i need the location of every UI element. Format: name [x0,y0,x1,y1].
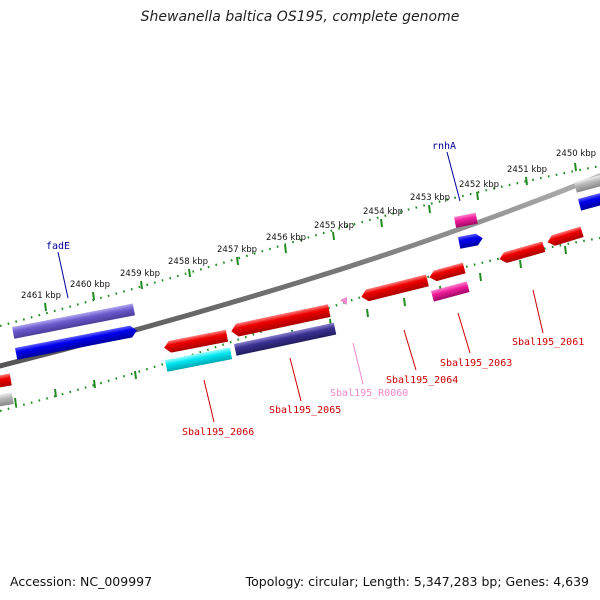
cds-left-edge-red[interactable] [0,373,12,389]
scale-label: 2451 kbp [507,165,547,175]
scale-label: 2461 kbp [21,291,61,301]
major-tick [479,272,482,282]
accession-text: Accession: NC_009997 [10,574,153,589]
major-tick [134,370,137,380]
major-tick [428,204,431,214]
major-tick [188,268,191,278]
scale-label: 2453 kbp [410,193,450,203]
scale-label: 2457 kbp [217,245,257,255]
label-sbal2061[interactable]: Sbal195_2061 [512,337,584,348]
cds-sbal2063-magenta[interactable] [431,281,470,302]
label-sbalR0060[interactable]: Sbal195_R0060 [330,388,408,399]
label-sbal2064[interactable]: Sbal195_2064 [386,375,458,386]
major-tick [476,191,479,201]
major-tick [525,176,528,186]
cds-blue-right[interactable] [578,188,600,211]
major-tick [284,244,287,254]
cds-sbal2061[interactable] [498,241,546,264]
leader-lines [57,151,544,423]
major-tick [93,379,96,389]
label-rnhA[interactable]: rnhA [432,141,456,152]
cds-fadE-violet[interactable] [12,303,136,339]
cds-left-edge-gray[interactable] [0,392,14,408]
scale-label: 2450 kbp [556,149,596,159]
inner-major-ticks [14,245,567,407]
major-tick [14,397,17,407]
cds-rnhA[interactable] [458,232,484,249]
major-tick [332,231,335,241]
label-fadE[interactable]: fadE [46,241,70,252]
map-title: Shewanella baltica OS195, complete genom… [140,9,460,25]
scale-label: 2459 kbp [120,269,160,279]
scale-label: 2452 kbp [459,180,499,190]
major-tick [236,256,239,266]
cds-rnhA-magenta[interactable] [454,212,478,228]
major-tick [403,297,406,307]
scale-labels: 2450 kbp 2451 kbp 2452 kbp 2453 kbp 2454 kbp… [21,149,596,301]
label-sbal2066[interactable]: Sbal195_2066 [182,427,254,438]
genome-summary-text: Topology: circular; Length: 5,347,283 bp… [245,574,589,589]
major-tick [92,291,95,301]
outer-scale-track [0,164,600,328]
cds-sbal2063-red[interactable] [428,262,466,283]
major-tick [140,280,143,290]
inner-scale-track [0,236,600,413]
major-tick [564,245,567,255]
major-tick [54,388,57,398]
major-tick [366,308,369,318]
major-tick [574,162,577,172]
scale-label: 2456 kbp [266,233,306,243]
cds-gray-right[interactable] [574,171,600,193]
rna-sbalR0060[interactable] [340,297,347,305]
cds-sbal2060[interactable] [546,226,584,247]
scale-label: 2460 kbp [70,280,110,290]
outer-major-ticks [44,162,577,312]
cds-sbal2066-red[interactable] [163,329,229,354]
cds-sbal2065-red[interactable] [230,304,331,338]
scale-label: 2455 kbp [314,221,354,231]
major-tick [44,302,47,312]
scale-label: 2458 kbp [168,257,208,267]
cds-sbal2065-navy[interactable] [234,322,337,356]
label-sbal2063[interactable]: Sbal195_2063 [440,358,512,369]
scale-label: 2454 kbp [363,207,403,217]
cds-fadE[interactable] [15,325,138,360]
cds-sbal2066-cyan[interactable] [165,347,233,372]
cds-sbal2064[interactable] [360,274,429,303]
label-sbal2065[interactable]: Sbal195_2065 [269,405,341,416]
major-tick [519,259,522,269]
major-tick [380,218,383,228]
